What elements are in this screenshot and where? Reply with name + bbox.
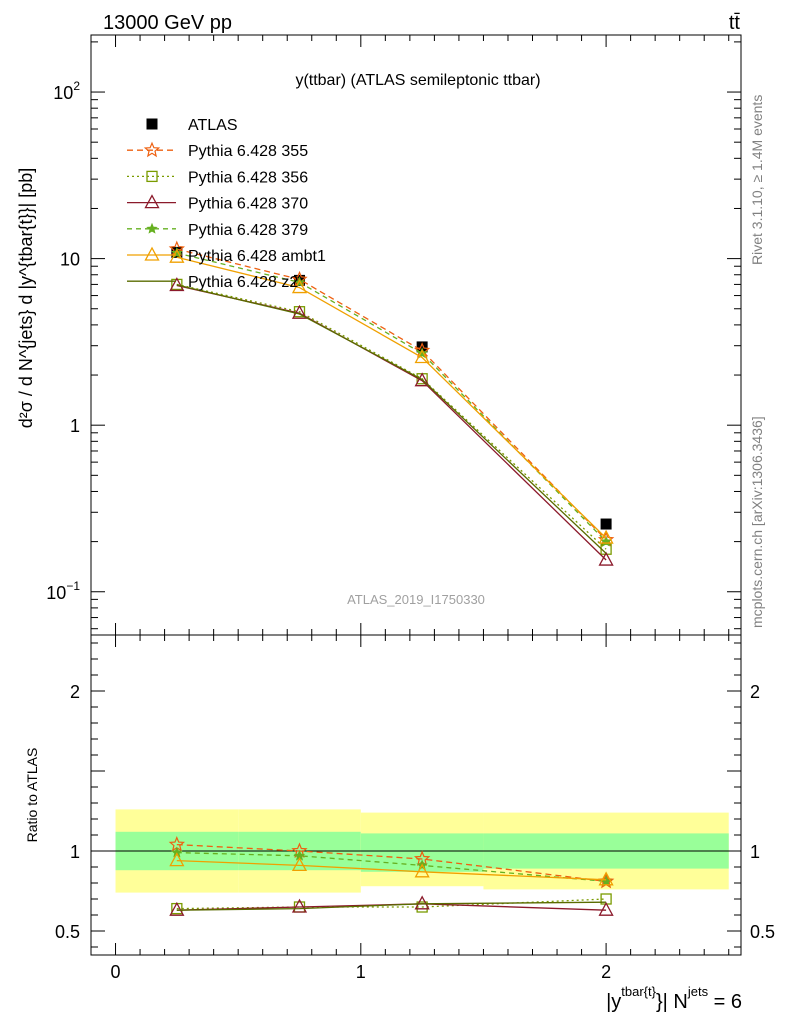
point-main-5-2 <box>414 349 430 364</box>
series-line-ratio-5 <box>176 859 607 881</box>
point-ratio-3-2 <box>414 895 430 910</box>
y-tick-label-1-part: 1 <box>70 416 80 436</box>
series-line-ratio-4 <box>176 851 607 883</box>
legend-label-0: ATLAS <box>188 117 238 134</box>
y-tick-label-1: 1 <box>70 416 80 436</box>
legend-label-5: Pythia 6.428 ambt1 <box>188 248 326 265</box>
x-axis-label: |ytbar{t}}| Njets = 6 <box>606 984 742 1013</box>
point-main-5-0 <box>169 248 185 263</box>
legend-label-6: Pythia 6.428 z2 <box>188 274 298 291</box>
x-tick-label-2: 2 <box>601 962 611 982</box>
chart-title: y(ttbar) (ATLAS semileptonic ttbar) <box>295 72 540 89</box>
y-axis-label-main: d²σ / d N^{jets} d |y^{tbar{t}}| [pb] <box>16 168 36 429</box>
point-ratio-5-2 <box>414 863 430 878</box>
legend-marker-3 <box>144 194 160 209</box>
header-right: tt̄ <box>729 12 741 34</box>
rivet-label: Rivet 3.1.10, ≥ 1.4M events <box>749 95 765 265</box>
series-line-ratio-6 <box>176 901 607 911</box>
x-axis-label-sup2: jets <box>687 984 709 999</box>
y-tick-label-0.1: 10−1 <box>46 579 80 603</box>
y-tick-label-0.1-part: 10 <box>46 583 66 603</box>
y-axis-label-ratio: Ratio to ATLAS <box>24 748 40 843</box>
legend-label-2: Pythia 6.428 356 <box>188 169 308 186</box>
legend-marker-0 <box>146 118 158 130</box>
point-main-3-1 <box>291 304 308 319</box>
x-axis-label-tail: = 6 <box>708 991 742 1013</box>
x-axis-label-base: |y <box>606 991 621 1013</box>
point-main-0-2 <box>416 341 428 353</box>
ratio-panel: 0 1 2 2 2 1 1 0.5 0.5 Ratio to ATLAS <box>24 634 775 982</box>
point-main-3-0 <box>169 277 185 292</box>
point-main-5-1 <box>291 279 308 294</box>
series-line-main-6 <box>176 284 607 554</box>
point-main-0-3 <box>600 518 612 530</box>
series-line-main-3 <box>176 284 607 561</box>
series-line-ratio-3 <box>176 903 607 911</box>
point-main-5-3 <box>598 529 614 544</box>
y-tick-ratio-label-right-1: 1 <box>750 842 760 862</box>
y-tick-label-100: 102 <box>53 79 80 103</box>
legend-label-3: Pythia 6.428 370 <box>188 196 308 213</box>
legend-label-4: Pythia 6.428 379 <box>188 222 308 239</box>
point-ratio-5-0 <box>169 852 185 867</box>
point-ratio-3-0 <box>169 901 185 916</box>
legend-marker-4 <box>146 222 158 234</box>
series-line-main-1 <box>176 248 607 541</box>
x-axis-label-mid: }| N <box>656 991 688 1013</box>
y-tick-ratio-label-left-1: 1 <box>70 842 80 862</box>
series-line-main-4 <box>176 252 607 543</box>
y-tick-label-100-part: 2 <box>73 79 80 93</box>
series-line-ratio-1 <box>176 843 607 883</box>
ratio-frame <box>90 634 742 956</box>
y-tick-label-0.1-part: −1 <box>66 579 80 593</box>
legend-marker-2 <box>146 170 158 183</box>
point-ratio-5-1 <box>291 857 308 872</box>
y-tick-ratio-label-right-0: 2 <box>750 682 760 702</box>
y-tick-ratio-label-right-2: 0.5 <box>750 922 775 942</box>
y-tick-ratio-label-left-2: 0.5 <box>55 922 80 942</box>
y-tick-ratio-label-left-0: 2 <box>70 682 80 702</box>
mcplots-label: mcplots.cern.ch [arXiv:1306.3436] <box>749 416 765 628</box>
watermark: ATLAS_2019_I1750330 <box>347 592 485 607</box>
header-left: 13000 GeV pp <box>103 12 232 34</box>
x-tick-label-1: 1 <box>356 962 366 982</box>
y-tick-label-100-part: 10 <box>53 83 73 103</box>
y-tick-label-10: 10 <box>60 250 80 270</box>
x-axis-label-sup1: tbar{t} <box>621 984 656 999</box>
series-line-main-2 <box>176 283 607 550</box>
series-line-ratio-2 <box>176 898 607 910</box>
point-ratio-5-3 <box>598 871 614 886</box>
point-ratio-3-1 <box>291 898 308 913</box>
y-tick-label-10-part: 10 <box>60 250 80 270</box>
point-ratio-3-3 <box>598 901 614 916</box>
x-tick-label-0: 0 <box>111 962 121 982</box>
point-main-3-2 <box>414 372 430 387</box>
point-main-3-3 <box>598 551 614 566</box>
legend-label-1: Pythia 6.428 355 <box>188 143 308 160</box>
legend-marker-5 <box>144 246 160 261</box>
series-line-main-5 <box>176 256 607 539</box>
legend-marker-1 <box>143 141 161 158</box>
